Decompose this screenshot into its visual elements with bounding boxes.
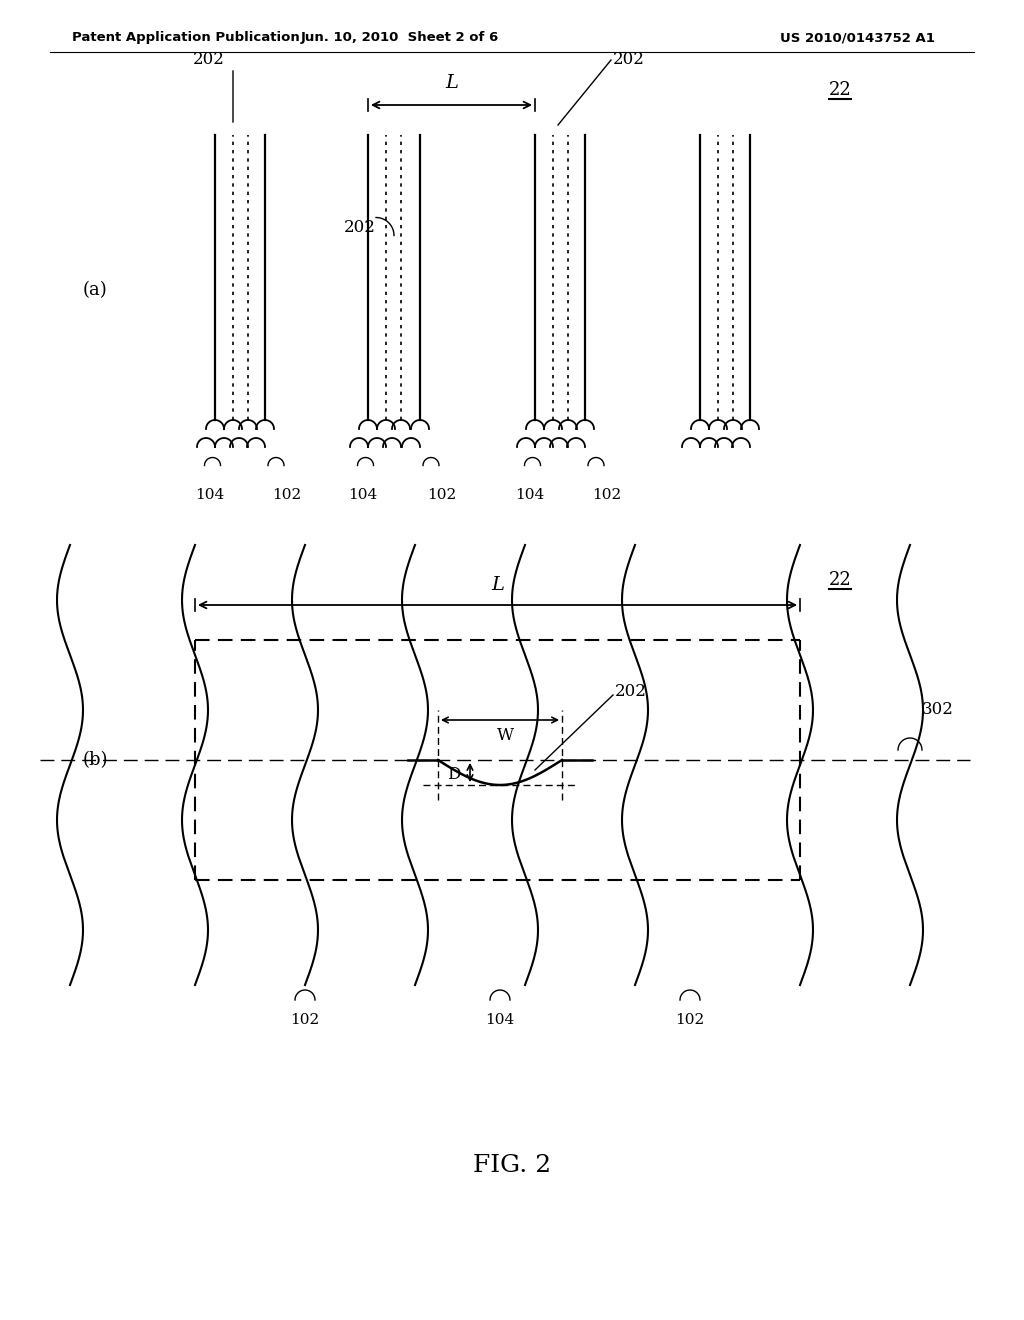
Text: 202: 202 [194, 51, 225, 69]
Text: 104: 104 [196, 488, 224, 502]
Text: Jun. 10, 2010  Sheet 2 of 6: Jun. 10, 2010 Sheet 2 of 6 [301, 32, 499, 45]
Text: D: D [447, 766, 461, 783]
Text: (b): (b) [82, 751, 108, 770]
Text: 102: 102 [676, 1012, 705, 1027]
Text: (a): (a) [83, 281, 108, 300]
Text: 102: 102 [592, 488, 622, 502]
Text: 104: 104 [485, 1012, 515, 1027]
Text: FIG. 2: FIG. 2 [473, 1154, 551, 1176]
Text: 202: 202 [613, 51, 645, 69]
Text: L: L [490, 576, 504, 594]
Text: L: L [445, 74, 458, 92]
Text: 102: 102 [272, 488, 302, 502]
Text: 22: 22 [828, 572, 851, 589]
Text: 202: 202 [344, 219, 376, 236]
Text: 104: 104 [515, 488, 545, 502]
Text: 302: 302 [922, 701, 954, 718]
Text: 102: 102 [427, 488, 457, 502]
Text: Patent Application Publication: Patent Application Publication [72, 32, 300, 45]
Text: US 2010/0143752 A1: US 2010/0143752 A1 [780, 32, 935, 45]
Text: W: W [497, 727, 514, 744]
Text: 22: 22 [828, 81, 851, 99]
Text: 102: 102 [291, 1012, 319, 1027]
Text: 104: 104 [348, 488, 378, 502]
Text: 202: 202 [615, 684, 647, 701]
